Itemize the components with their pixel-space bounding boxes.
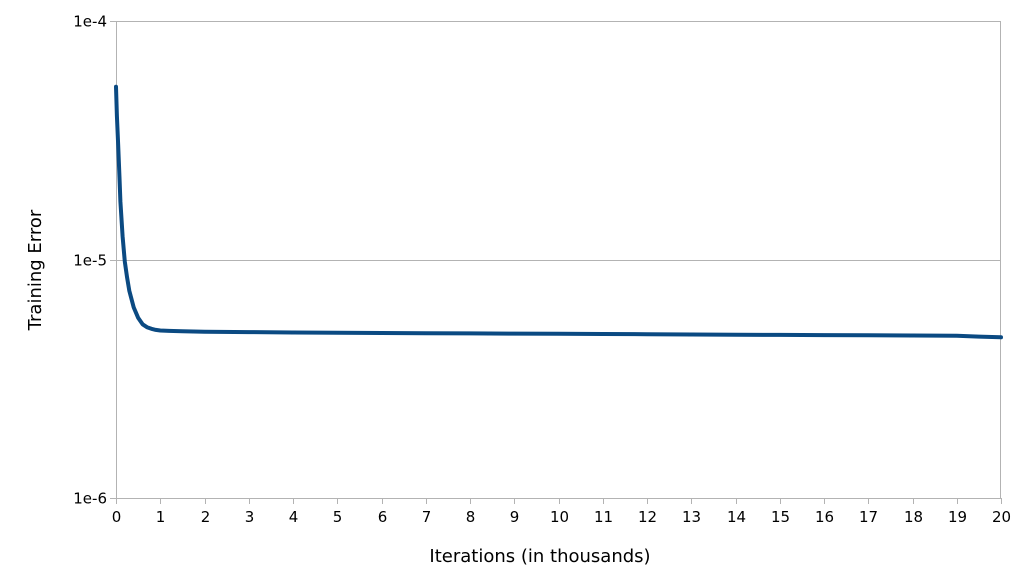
data-point <box>291 330 295 335</box>
data-point <box>866 333 870 337</box>
x-tick-label: 0 <box>112 508 122 526</box>
x-tick-label: 4 <box>289 508 299 526</box>
data-point <box>180 329 184 333</box>
x-tick-label: 8 <box>466 508 476 526</box>
x-tick-label: 20 <box>992 508 1011 526</box>
data-point <box>822 333 826 337</box>
y-tick-label: 1e-6 <box>73 490 107 508</box>
x-tick-label: 13 <box>682 508 701 526</box>
data-point <box>512 332 516 336</box>
data-point <box>141 322 145 326</box>
y-axis-label: Training Error <box>25 209 46 331</box>
data-point <box>167 329 171 333</box>
data-point <box>601 332 605 336</box>
data-point <box>247 330 251 334</box>
y-tick-label: 1e-5 <box>73 252 107 270</box>
data-point <box>116 144 120 148</box>
series-layer <box>114 84 1003 340</box>
data-point <box>645 332 649 336</box>
x-tick-label: 1 <box>156 508 166 526</box>
x-tick-label: 7 <box>422 508 432 526</box>
data-point <box>733 333 738 337</box>
y-tick-label: 1e-4 <box>73 13 107 31</box>
data-point <box>158 328 162 333</box>
data-point <box>115 114 119 118</box>
data-point <box>121 234 125 238</box>
data-point <box>910 333 915 338</box>
y-tick-labels: 1e-4 1e-5 1e-6 <box>73 13 107 508</box>
x-tick-label: 11 <box>594 508 613 526</box>
x-tick-label: 6 <box>378 508 388 526</box>
data-point <box>689 332 693 337</box>
data-point <box>955 334 959 338</box>
x-tick-label: 10 <box>550 508 569 526</box>
data-point <box>556 332 561 336</box>
data-point <box>117 176 122 180</box>
series-line <box>114 84 1003 340</box>
data-point <box>154 328 158 332</box>
x-axis-label: Iterations (in thousands) <box>429 546 650 567</box>
data-point <box>125 276 129 280</box>
data-point <box>132 305 136 309</box>
x-tick-label: 18 <box>904 508 923 526</box>
grid-lines <box>116 21 1001 499</box>
x-tick-labels: 0 1 2 3 4 5 6 7 8 9 10 11 12 13 14 15 16 17 18 19 20 <box>112 508 1011 526</box>
data-point <box>149 327 153 331</box>
data-point <box>202 330 207 334</box>
x-tick-label: 16 <box>815 508 834 526</box>
axes <box>110 21 1002 504</box>
data-point <box>127 289 131 293</box>
data-point <box>424 331 428 335</box>
x-tick-label: 5 <box>333 508 343 526</box>
data-point <box>118 199 122 204</box>
data-point <box>778 333 782 337</box>
x-tick-label: 12 <box>638 508 657 526</box>
data-point <box>999 335 1003 339</box>
data-point <box>335 331 339 335</box>
x-tick-label: 3 <box>245 508 255 526</box>
x-tick-label: 14 <box>727 508 746 526</box>
data-point <box>145 325 149 329</box>
data-point <box>379 331 384 335</box>
data-point <box>977 335 981 339</box>
x-tick-label: 17 <box>859 508 878 526</box>
x-tick-label: 2 <box>201 508 211 526</box>
data-point <box>123 260 127 264</box>
x-tick-label: 9 <box>510 508 520 526</box>
data-point <box>136 316 140 320</box>
x-tick-label: 19 <box>948 508 967 526</box>
x-tick-label: 15 <box>771 508 790 526</box>
data-point <box>114 85 118 89</box>
data-point <box>468 331 472 335</box>
